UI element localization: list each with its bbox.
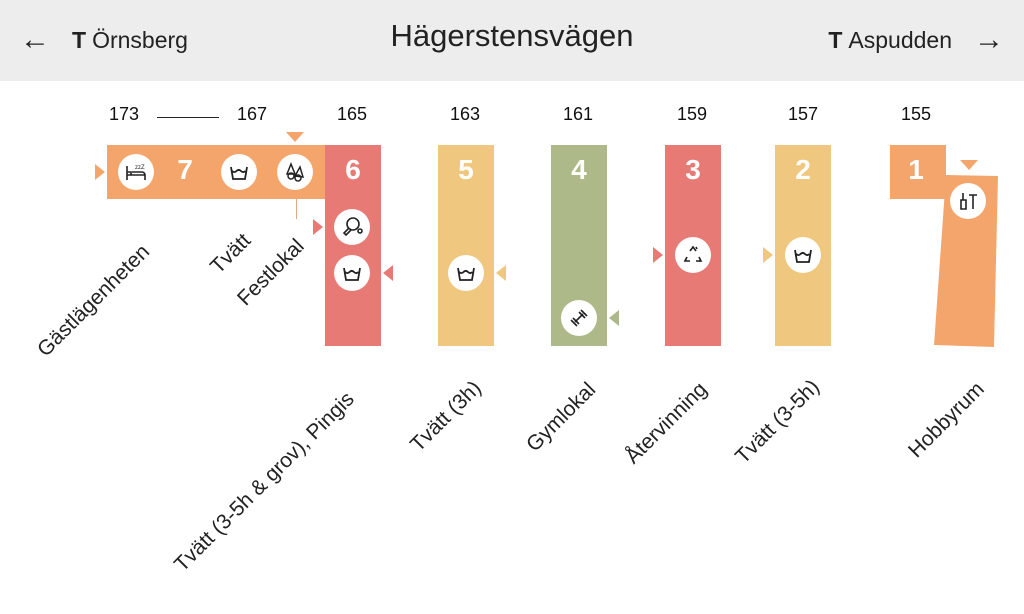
- gym-dumbbell-icon[interactable]: [561, 300, 597, 336]
- entrance-number: 6: [345, 154, 361, 185]
- door-marker-icon: [286, 132, 304, 142]
- label-entrance-4: Gymlokal: [522, 378, 601, 457]
- arrow-left-icon[interactable]: ←: [20, 23, 50, 56]
- door-marker-icon: [313, 219, 323, 235]
- hobby-tools-icon[interactable]: [950, 183, 986, 219]
- label-gastlagenheten: Gästlägenheten: [33, 240, 155, 362]
- laundry-icon[interactable]: [221, 154, 257, 190]
- ping-pong-icon[interactable]: [334, 209, 370, 245]
- prev-station-link[interactable]: ← T Örnsberg: [20, 22, 188, 58]
- metro-t-icon: T: [72, 26, 87, 53]
- label-entrance-2: Tvätt (3-5h): [731, 375, 825, 469]
- festlokal-connector-line: [296, 199, 297, 219]
- street-number: 163: [449, 104, 481, 124]
- arrow-right-icon[interactable]: →: [974, 23, 1004, 56]
- recycling-icon[interactable]: [675, 237, 711, 273]
- entrance-number: 7: [177, 154, 193, 185]
- door-marker-icon: [383, 265, 393, 281]
- door-marker-icon: [653, 247, 663, 263]
- door-marker-icon: [763, 247, 773, 263]
- entrance-number: 5: [458, 154, 474, 185]
- street-number: 161: [562, 104, 594, 124]
- metro-t-icon: T: [828, 26, 843, 53]
- party-icon[interactable]: [277, 154, 313, 190]
- street-number: 155: [900, 104, 932, 124]
- laundry-icon[interactable]: [334, 255, 370, 291]
- laundry-icon[interactable]: [785, 237, 821, 273]
- entrance-6-block[interactable]: [325, 145, 381, 346]
- door-marker-icon: [95, 164, 105, 180]
- entrance-number: 1: [908, 154, 924, 185]
- label-entrance-3: Återvinning: [621, 377, 712, 469]
- label-tvatt: Tvätt: [206, 228, 256, 279]
- next-station-name[interactable]: Aspudden: [848, 26, 952, 53]
- guest-bed-icon[interactable]: zzZ: [118, 154, 154, 190]
- entrance-number: 4: [571, 154, 587, 185]
- street-number: 165: [336, 104, 368, 124]
- street-number: 173: [108, 104, 140, 124]
- next-station-link[interactable]: T Aspudden →: [828, 22, 1004, 58]
- street-number: 167: [236, 104, 268, 124]
- entrance-1-block[interactable]: [890, 145, 946, 199]
- prev-station-name[interactable]: Örnsberg: [92, 26, 188, 53]
- laundry-icon[interactable]: [448, 255, 484, 291]
- hobbyrum-block[interactable]: [934, 175, 1004, 350]
- label-entrance-5: Tvätt (3h): [406, 376, 486, 457]
- header-bar: ← T Örnsberg Hägerstensvägen T Aspudden …: [0, 0, 1024, 81]
- label-entrance-1: Hobbyrum: [904, 377, 989, 463]
- range-dash: [157, 117, 219, 118]
- street-number: 159: [676, 104, 708, 124]
- door-marker-icon: [496, 265, 506, 281]
- street-number: 157: [787, 104, 819, 124]
- door-marker-icon: [960, 160, 978, 170]
- entrance-5-block[interactable]: [438, 145, 494, 346]
- svg-text:zzZ: zzZ: [135, 165, 145, 171]
- door-marker-icon: [609, 310, 619, 326]
- label-entrance-6: Tvätt (3-5h & grov), Pingis: [170, 387, 359, 577]
- page-title: Hägerstensvägen: [390, 18, 634, 53]
- entrance-number: 2: [795, 154, 811, 185]
- entrance-number: 3: [685, 154, 701, 185]
